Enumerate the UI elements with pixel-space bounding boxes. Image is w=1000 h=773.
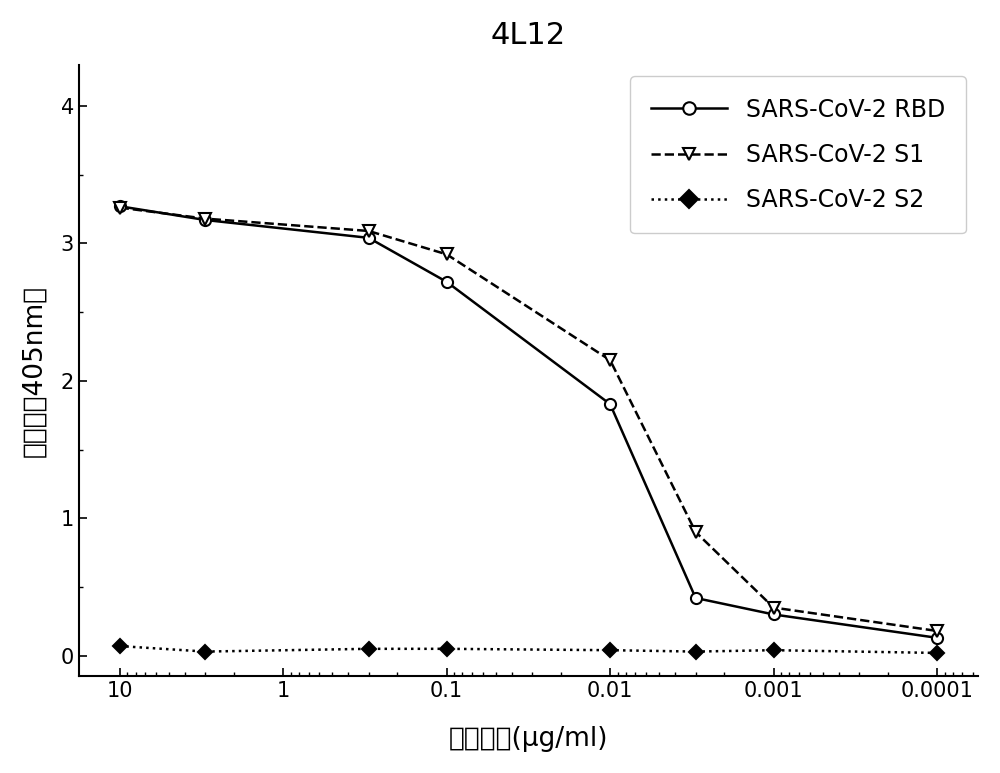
Legend: SARS-CoV-2 RBD, SARS-CoV-2 S1, SARS-CoV-2 S2: SARS-CoV-2 RBD, SARS-CoV-2 S1, SARS-CoV-… — [630, 77, 966, 233]
X-axis label: 抗体浓度(μg/ml): 抗体浓度(μg/ml) — [449, 726, 608, 752]
Y-axis label: 吸光度（405nm）: 吸光度（405nm） — [21, 284, 47, 457]
Title: 4L12: 4L12 — [491, 21, 566, 49]
